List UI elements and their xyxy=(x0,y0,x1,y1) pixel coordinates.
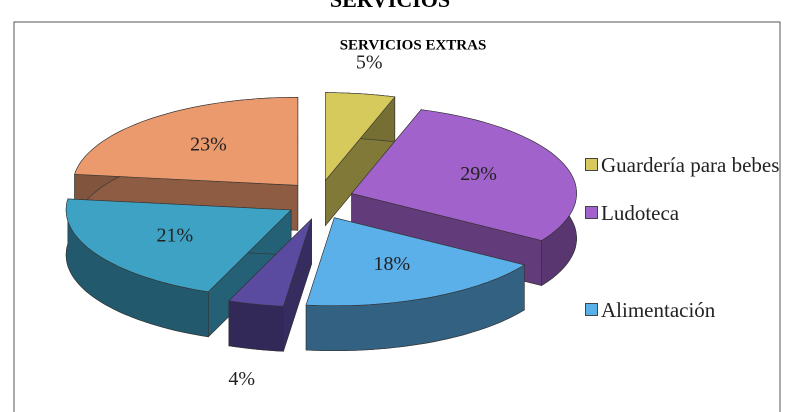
chart-title: SERVICIOS EXTRAS xyxy=(340,37,487,53)
slice xyxy=(74,96,299,186)
slice xyxy=(65,198,292,293)
slice-side xyxy=(228,300,284,352)
legend-swatch xyxy=(585,206,598,219)
data-label: 4% xyxy=(228,368,255,390)
data-label: 23% xyxy=(190,133,227,155)
page-title: SERVICIOS xyxy=(330,0,450,12)
slice xyxy=(351,109,577,241)
data-label: 5% xyxy=(356,52,383,74)
data-label: 29% xyxy=(460,163,497,185)
legend-label: Guardería para bebes xyxy=(601,153,780,177)
legend-swatch xyxy=(585,303,598,316)
data-label: 21% xyxy=(157,224,194,246)
slice xyxy=(305,217,526,307)
slice xyxy=(228,218,312,307)
legend-swatch xyxy=(585,158,598,171)
legend-item: Ludoteca xyxy=(585,198,790,228)
slice xyxy=(324,92,396,182)
legend-item: Guardería para bebes xyxy=(585,150,790,180)
legend-label: Alimentación xyxy=(601,298,716,322)
legend-item: Alimentación xyxy=(585,295,790,325)
data-label: 18% xyxy=(373,253,410,275)
chart-frame xyxy=(13,21,781,412)
legend-label: Ludoteca xyxy=(601,201,680,225)
